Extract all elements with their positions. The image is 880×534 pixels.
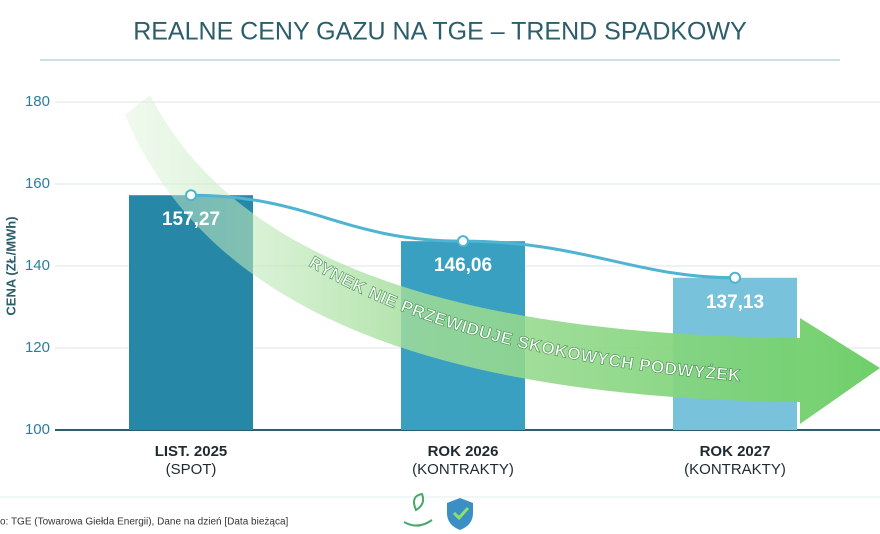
y-tick-label: 180 [25, 93, 50, 110]
x-tick-note: (KONTRAKTY) [684, 461, 786, 478]
x-tick-label: ROK 2026 [428, 443, 499, 460]
line-point [457, 235, 469, 248]
y-tick-label: 140 [25, 257, 50, 274]
leaf-icon [403, 492, 433, 527]
line-point [185, 189, 197, 202]
value-label: 146,06 [434, 255, 492, 276]
x-tick-label: ROK 2027 [700, 443, 771, 460]
shield-icon [447, 498, 473, 530]
x-tick-label: LIST. 2025 [155, 443, 228, 460]
y-tick-label: 120 [25, 339, 50, 356]
value-label: 157,27 [162, 209, 220, 230]
x-tick-note: (SPOT) [166, 461, 217, 478]
x-tick-note: (KONTRAKTY) [412, 461, 514, 478]
source-note: o: TGE (Towarowa Giełda Energii), Dane n… [0, 517, 289, 528]
line-point [729, 271, 741, 284]
y-tick-label: 100 [25, 421, 50, 438]
chart-title: REALNE CENY GAZU NA TGE – TREND SPADKOWY [133, 18, 747, 46]
trend-arrow [125, 95, 880, 424]
value-label: 137,13 [706, 292, 764, 313]
y-axis-label: CENA (ZŁ/MWh) [3, 216, 18, 315]
y-tick-label: 160 [25, 175, 50, 192]
